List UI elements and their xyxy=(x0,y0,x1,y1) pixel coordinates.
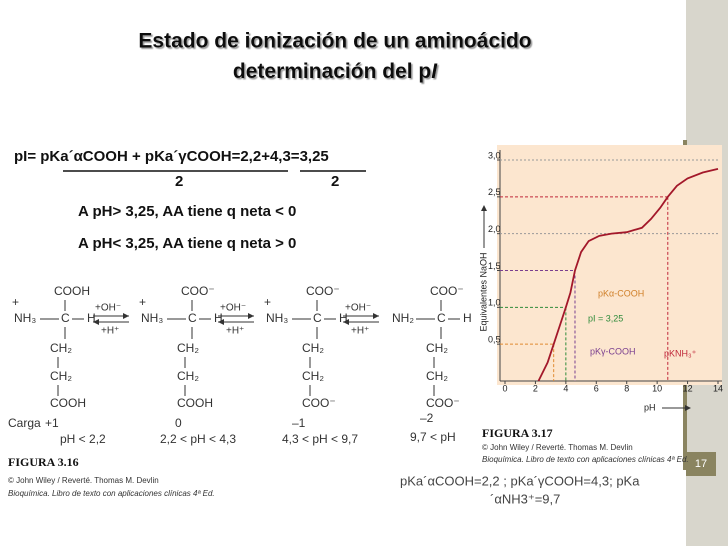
annotation: pI = 3,25 xyxy=(588,313,623,323)
footer-text: ´αNH3⁺=9,7 xyxy=(490,491,560,506)
x-axis-label: pH xyxy=(644,402,656,412)
arrow-head xyxy=(248,313,254,319)
annotation: pKγ-COOH xyxy=(590,346,636,356)
y-tick-label: 0,5 xyxy=(488,335,501,345)
group-bottom: COOH xyxy=(177,396,213,410)
page-number-box xyxy=(686,452,716,476)
methylene: CH₂ xyxy=(302,369,324,383)
x-tick-label: 2 xyxy=(533,383,538,393)
title-line: determinación del pI xyxy=(233,60,438,83)
x-tick-label: 6 xyxy=(594,383,599,393)
title-italic: I xyxy=(431,60,438,83)
methylene: CH₂ xyxy=(426,341,448,355)
arrow-label: +H⁺ xyxy=(226,326,244,337)
arrow-head xyxy=(343,319,349,325)
figure-credit: © John Wiley / Reverté. Thomas M. Devlin xyxy=(482,443,633,452)
arrow-label: +H⁺ xyxy=(101,326,119,337)
hydrogen: H xyxy=(214,311,223,325)
denominator: 2 xyxy=(175,173,183,190)
y-tick-label: 2,5 xyxy=(488,187,501,197)
formula: pI= pKa´αCOOH + pKa´γCOOH=2,2+4,3=3,25 xyxy=(14,148,329,165)
group-bottom: COO⁻ xyxy=(426,396,460,410)
statement: A pH< 3,25, AA tiene q neta > 0 xyxy=(78,235,296,252)
page-number: 17 xyxy=(695,458,707,470)
methylene: CH₂ xyxy=(50,369,72,383)
figure-book: Bioquímica. Libro de texto con aplicacio… xyxy=(8,489,215,498)
y-axis-label: Equivalentes NaOH xyxy=(478,252,488,331)
alpha-carbon: C xyxy=(313,311,322,325)
group-bottom: COOH xyxy=(50,396,86,410)
group-top: COO⁻ xyxy=(181,284,215,298)
methylene: CH₂ xyxy=(177,369,199,383)
charge-sign: + xyxy=(12,295,19,309)
plot-background xyxy=(497,145,722,385)
footer-text: pKa´αCOOH=2,2 ; pKa´γCOOH=4,3; pKa xyxy=(400,473,640,488)
methylene: CH₂ xyxy=(177,341,199,355)
charge: –1 xyxy=(292,416,306,430)
arrow-label: +OH⁻ xyxy=(220,303,246,314)
arrow-head xyxy=(218,319,224,325)
denominator: 2 xyxy=(331,173,339,190)
arrow-label: +H⁺ xyxy=(351,326,369,337)
charge-sign: + xyxy=(264,295,271,309)
charge: –2 xyxy=(420,411,434,425)
amine: NH₂ xyxy=(392,311,414,325)
ph-range: pH < 2,2 xyxy=(60,432,106,446)
arrow-head xyxy=(123,313,129,319)
figure-book: Bioquímica. Libro de texto con aplicacio… xyxy=(482,455,689,464)
alpha-carbon: C xyxy=(188,311,197,325)
group-top: COO⁻ xyxy=(306,284,340,298)
y-tick-label: 1,0 xyxy=(488,298,501,308)
title-line: Estado de ionización de un aminoácido xyxy=(138,30,531,53)
amine: NH₃ xyxy=(14,311,36,325)
y-tick-label: 1,5 xyxy=(488,261,501,271)
arrow-head xyxy=(481,205,487,211)
x-tick-label: 12 xyxy=(683,383,693,393)
alpha-carbon: C xyxy=(61,311,70,325)
figure-316: COOH + NH₃ C H CH₂ CH₂ COOH COO⁻ + NH₃ C H CH₂ CH₂ COOH… xyxy=(12,284,472,410)
arrow-head xyxy=(93,319,99,325)
x-tick-label: 10 xyxy=(652,383,662,393)
titration-chart: 0 2 4 6 8 10 12 14 0,5 1,0 1,5 2,0 2,5 3,0 Equivalente… xyxy=(478,150,723,412)
amine: NH₃ xyxy=(266,311,288,325)
charge-label: Carga xyxy=(8,416,41,430)
annotation: pKNH₃⁺ xyxy=(664,348,697,358)
hydrogen: H xyxy=(87,311,96,325)
hydrogen: H xyxy=(339,311,348,325)
x-tick-label: 8 xyxy=(624,383,629,393)
figure-caption: FIGURA 3.16 xyxy=(8,455,79,469)
arrow-label: +OH⁻ xyxy=(345,303,371,314)
x-tick-label: 4 xyxy=(563,383,568,393)
group-bottom: COO⁻ xyxy=(302,396,336,410)
arrow-head xyxy=(373,313,379,319)
group-top: COO⁻ xyxy=(430,284,464,298)
x-tick-label: 14 xyxy=(713,383,723,393)
statement: A pH> 3,25, AA tiene q neta < 0 xyxy=(78,203,296,220)
x-tick-label: 0 xyxy=(502,383,507,393)
figure-credit: © John Wiley / Reverté. Thomas M. Devlin xyxy=(8,476,159,485)
methylene: CH₂ xyxy=(50,341,72,355)
methylene: CH₂ xyxy=(302,341,324,355)
charge-sign: + xyxy=(139,295,146,309)
titration-curve xyxy=(537,167,719,382)
y-tick-label: 2,0 xyxy=(488,224,501,234)
methylene: CH₂ xyxy=(426,369,448,383)
arrow-head xyxy=(685,405,691,411)
figure-caption: FIGURA 3.17 xyxy=(482,426,553,440)
ph-range: 2,2 < pH < 4,3 xyxy=(160,432,236,446)
ph-range: 4,3 < pH < 9,7 xyxy=(282,432,358,446)
group-top: COOH xyxy=(54,284,90,298)
ph-range: 9,7 < pH xyxy=(410,430,456,444)
annotation: pKα-COOH xyxy=(598,288,644,298)
title-text: determinación del p xyxy=(233,60,431,83)
charge: 0 xyxy=(175,416,182,430)
charge: +1 xyxy=(45,416,59,430)
alpha-carbon: C xyxy=(437,311,446,325)
amine: NH₃ xyxy=(141,311,163,325)
arrow-label: +OH⁻ xyxy=(95,303,121,314)
hydrogen: H xyxy=(463,311,472,325)
y-tick-label: 3,0 xyxy=(488,150,501,160)
